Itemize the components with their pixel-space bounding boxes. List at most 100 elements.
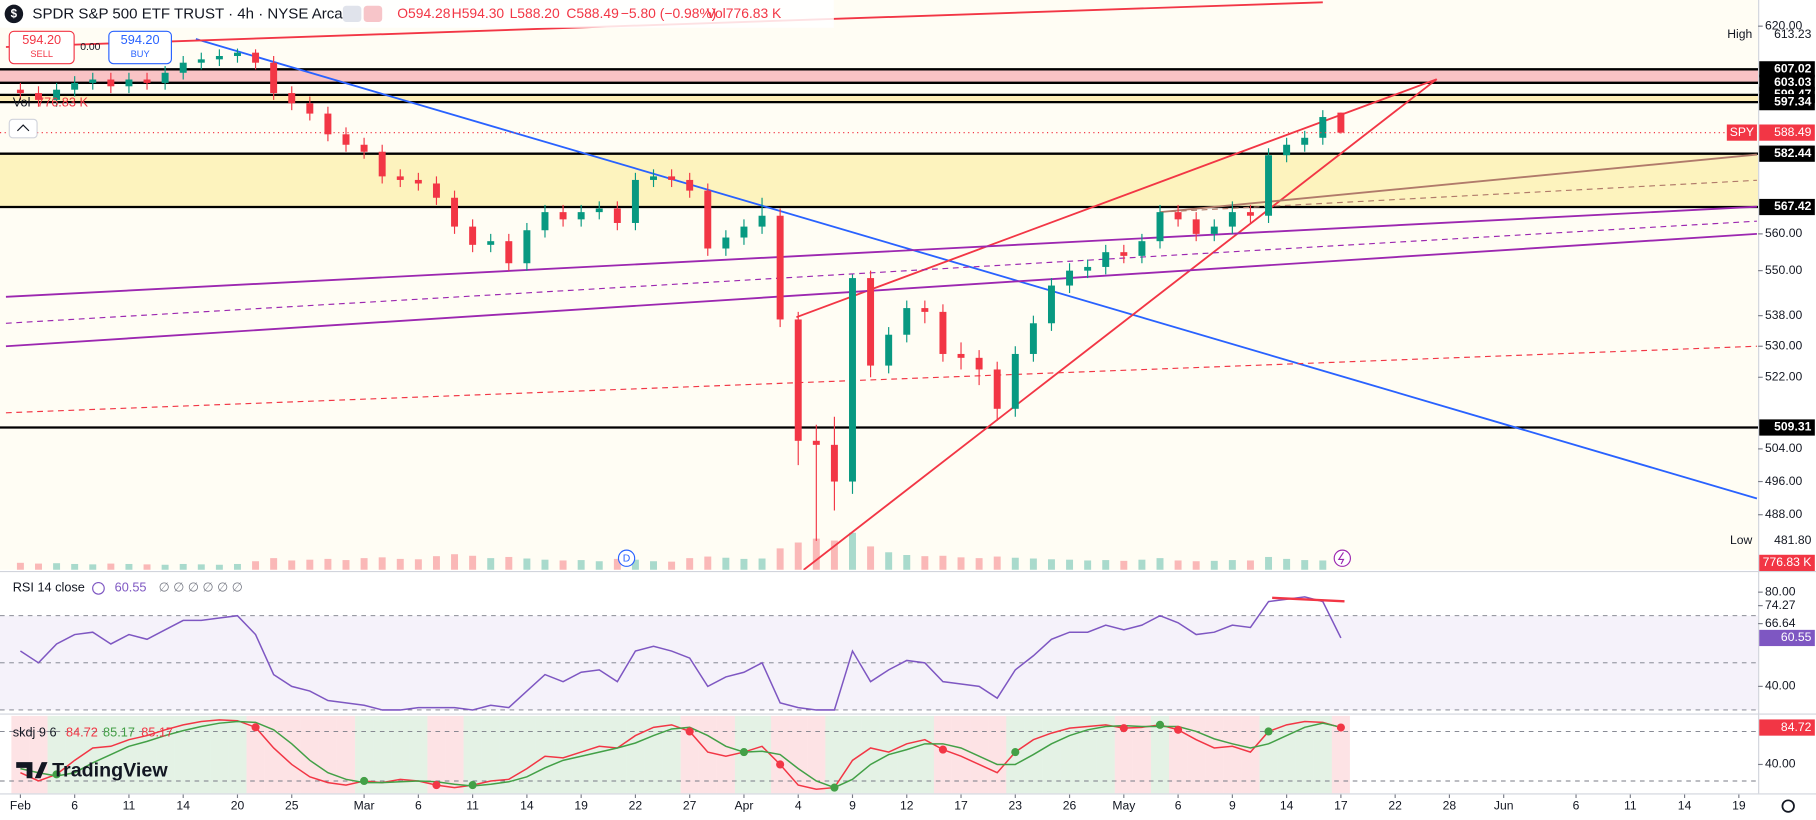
event-marker[interactable]: [1333, 549, 1351, 567]
signal-stripe: [988, 715, 1007, 794]
x-tick-label: 11: [123, 798, 136, 812]
rsi-settings-icon[interactable]: [92, 581, 105, 595]
y-tick-label: 560.00: [1765, 226, 1802, 240]
candle-body: [1138, 241, 1146, 256]
volume-bar: [215, 564, 223, 570]
volume-bar: [306, 559, 314, 570]
y-tick-label: 530.00: [1765, 338, 1802, 352]
zone: [0, 69, 1759, 83]
y-tick-label: 538.00: [1765, 308, 1802, 322]
sell-price: 594.20: [22, 32, 61, 47]
candle-body: [993, 369, 1001, 409]
volume-bar: [414, 559, 422, 570]
candle-body: [1192, 219, 1200, 234]
volume-bar: [360, 558, 368, 570]
buy-button[interactable]: [108, 30, 172, 65]
icon-button[interactable]: [363, 5, 383, 23]
chart-title[interactable]: SPDR S&P 500 ETF TRUST · 4h · NYSE Arca: [32, 5, 343, 22]
volume-bar: [53, 563, 61, 570]
signal-stripe: [47, 715, 66, 794]
signal-stripe: [825, 715, 844, 794]
level-label: 603.03: [1774, 75, 1811, 89]
signal-stripe: [1078, 715, 1097, 794]
trendline: [5, 232, 1757, 348]
collapse-button[interactable]: [8, 118, 38, 139]
signal-stripe: [336, 715, 356, 794]
y-tick-label: 40.00: [1765, 679, 1796, 693]
candle-body: [378, 151, 386, 177]
candle-body: [1283, 144, 1291, 156]
candle-body: [957, 353, 965, 358]
candle-body: [360, 144, 368, 152]
signal-stripe: [644, 715, 663, 794]
dividend-marker[interactable]: [617, 549, 636, 567]
volume-bar: [559, 560, 567, 570]
volume-bar: [1102, 560, 1110, 570]
volume-bar: [1029, 558, 1037, 570]
candle-body: [939, 311, 947, 354]
candle-body: [16, 89, 24, 94]
volume-bar: [16, 562, 24, 570]
symbol-icon[interactable]: [4, 4, 24, 24]
candle-body: [1084, 266, 1092, 271]
trendline: [796, 78, 1438, 319]
cross-dot: [1119, 724, 1128, 733]
signal-stripe: [210, 715, 229, 794]
volume-bar: [505, 556, 513, 570]
settings-icon[interactable]: [1781, 799, 1795, 813]
signal-stripe: [481, 715, 500, 794]
x-tick-label: 14: [520, 798, 534, 812]
skdj-legend-value: 85.17: [103, 724, 135, 739]
volume-bar: [1192, 561, 1200, 570]
x-tick-label: 23: [1009, 798, 1023, 812]
price-pane: [0, 0, 1759, 570]
buy-price: 594.20: [121, 32, 160, 47]
sell-button[interactable]: [8, 30, 75, 65]
x-tick-label: 6: [1175, 798, 1182, 812]
volume-bar: [975, 558, 983, 570]
signal-stripe: [861, 715, 880, 794]
ohlc-low: L588.20: [510, 5, 560, 21]
logo-text[interactable]: TradingView: [52, 760, 168, 782]
event-icon: [1337, 552, 1345, 565]
value-label-bg: [1759, 719, 1815, 736]
volume-bar: [1228, 560, 1236, 570]
x-tick-label: Jun: [1494, 798, 1514, 812]
candle-body: [396, 176, 404, 180]
signal-stripe: [1187, 715, 1206, 794]
candle-body: [740, 226, 748, 238]
icon-button[interactable]: [342, 5, 362, 23]
candle-body: [1246, 212, 1254, 216]
x-tick-label: 11: [466, 798, 479, 812]
volume-bar: [179, 563, 187, 570]
x-tick-label: Mar: [354, 798, 375, 812]
skdj-legend-value: 85.17: [141, 724, 173, 739]
candle-body: [668, 176, 676, 180]
candle-body: [849, 278, 856, 482]
volume-bar: [1283, 558, 1291, 570]
volume-bar: [595, 561, 603, 570]
signal-stripe: [137, 715, 157, 794]
volume-bar: [161, 564, 169, 570]
volume-bar: [758, 558, 766, 570]
x-tick-label: 6: [71, 798, 78, 812]
x-tick-label: 11: [1624, 798, 1637, 812]
volume-bar: [288, 560, 296, 570]
price-label: 588.49: [1774, 125, 1811, 139]
high-value: 613.23: [1774, 27, 1811, 41]
cross-dot: [1174, 725, 1183, 734]
volume-bar: [1084, 560, 1092, 570]
volume-bar: [668, 561, 676, 570]
volume-bar: [794, 542, 802, 570]
candle-body: [1011, 353, 1019, 409]
signal-stripe: [246, 715, 265, 794]
x-tick-label: 17: [954, 798, 968, 812]
y-tick-label: 550.00: [1765, 263, 1802, 277]
candle-body: [704, 190, 712, 249]
candle-body: [631, 179, 639, 223]
candle-body: [270, 62, 278, 94]
volume-bar: [469, 555, 477, 570]
signal-stripe: [680, 715, 699, 794]
signal-stripe: [174, 715, 193, 794]
